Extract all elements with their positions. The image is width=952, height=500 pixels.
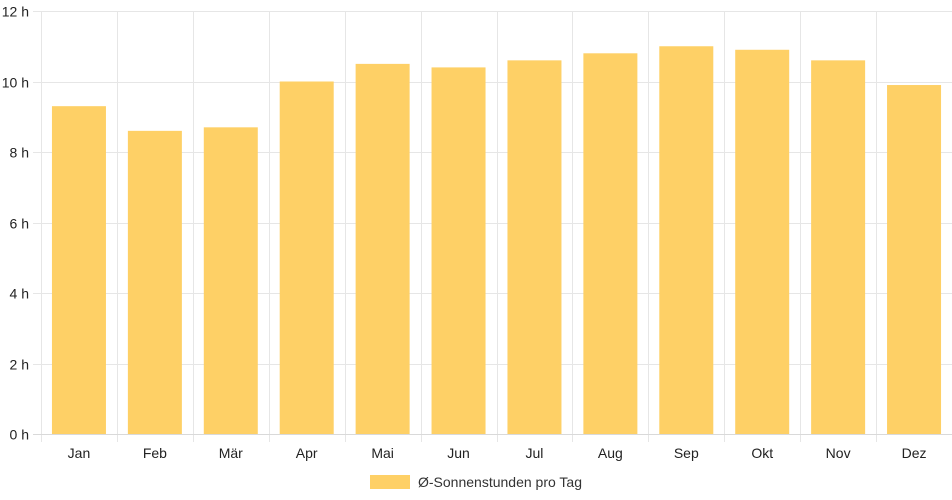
x-tick-label: Mär: [219, 445, 243, 461]
y-tick-label: 0 h: [10, 427, 29, 443]
x-tick-label: Sep: [674, 445, 699, 461]
bar-sep: [659, 46, 714, 434]
bar-jul: [507, 60, 562, 434]
y-tick-label: 4 h: [10, 286, 29, 302]
x-tick-label: Okt: [751, 445, 773, 461]
x-tick-label: Mai: [371, 445, 394, 461]
y-tick-label: 12 h: [2, 4, 29, 20]
axis-layer: 0 h 2 h 4 h 6 h 8 h 10 h 12 h Jan Feb Mär Apr Mai Ju…: [2, 4, 952, 461]
bar-apr: [279, 81, 334, 434]
y-tick-label: 6 h: [10, 216, 29, 232]
legend-label: Ø-Sonnenstunden pro Tag: [418, 474, 582, 490]
y-tick-label: 10 h: [2, 75, 29, 91]
grid-layer: [33, 11, 952, 442]
bar-mai: [355, 63, 410, 434]
bar-mär: [203, 127, 258, 434]
bar-nov: [811, 60, 866, 434]
x-tick-label: Feb: [143, 445, 167, 461]
bar-layer: [51, 46, 942, 435]
bar-dez: [887, 85, 942, 435]
x-tick-label: Dez: [902, 445, 927, 461]
x-tick-label: Jul: [526, 445, 544, 461]
y-tick-label: 8 h: [10, 145, 29, 161]
y-tick-label: 2 h: [10, 357, 29, 373]
bar-feb: [127, 130, 182, 434]
legend[interactable]: Ø-Sonnenstunden pro Tag: [370, 471, 582, 493]
bar-jan: [51, 106, 106, 435]
bar-aug: [583, 53, 638, 435]
legend-swatch: [370, 475, 410, 489]
bar-jun: [431, 67, 486, 435]
x-tick-label: Aug: [598, 445, 623, 461]
bar-okt: [735, 49, 790, 435]
x-tick-label: Jan: [68, 445, 91, 461]
x-tick-label: Apr: [296, 445, 318, 461]
x-tick-label: Nov: [826, 445, 851, 461]
x-tick-label: Jun: [447, 445, 470, 461]
